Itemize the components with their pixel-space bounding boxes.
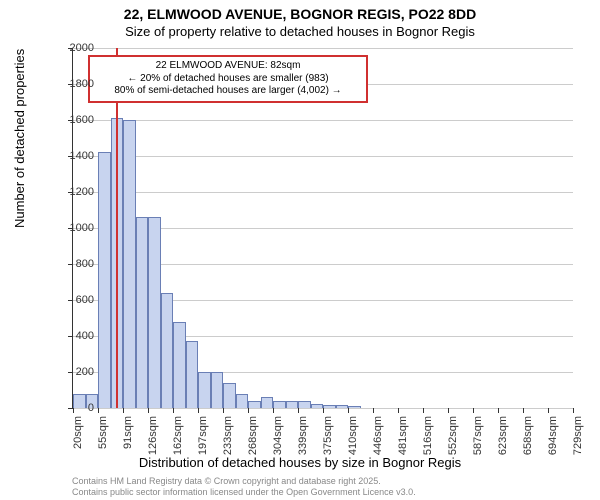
x-tick-mark [423, 408, 424, 413]
histogram-bar [123, 120, 136, 408]
x-tick-mark [173, 408, 174, 413]
histogram-bar [286, 401, 299, 408]
x-axis-label: Distribution of detached houses by size … [0, 455, 600, 470]
x-tick-label: 304sqm [272, 416, 284, 456]
x-tick-label: 55sqm [97, 416, 109, 456]
y-tick-label: 200 [54, 366, 94, 378]
x-tick-label: 694sqm [547, 416, 559, 456]
y-tick-label: 1600 [54, 114, 94, 126]
histogram-bar [298, 401, 311, 408]
x-tick-mark [373, 408, 374, 413]
x-tick-label: 20sqm [72, 416, 84, 456]
x-tick-mark [523, 408, 524, 413]
histogram-bar [223, 383, 236, 408]
x-tick-label: 481sqm [397, 416, 409, 456]
annotation-line: 80% of semi-detached houses are larger (… [96, 85, 360, 98]
x-tick-mark [273, 408, 274, 413]
y-tick-label: 0 [54, 402, 94, 414]
histogram-bar [148, 217, 161, 408]
x-tick-label: 552sqm [447, 416, 459, 456]
histogram-bar [98, 152, 111, 408]
plot-area: 22 ELMWOOD AVENUE: 82sqm← 20% of detache… [72, 48, 573, 409]
x-tick-label: 268sqm [247, 416, 259, 456]
histogram-bar [323, 405, 336, 408]
y-tick-label: 1000 [54, 222, 94, 234]
chart-title-sub: Size of property relative to detached ho… [0, 22, 600, 41]
gridline [73, 120, 573, 121]
x-tick-label: 658sqm [522, 416, 534, 456]
y-tick-label: 400 [54, 330, 94, 342]
y-tick-label: 2000 [54, 42, 94, 54]
x-tick-mark [473, 408, 474, 413]
x-tick-mark [198, 408, 199, 413]
y-tick-label: 1800 [54, 78, 94, 90]
footer-line-1: Contains HM Land Registry data © Crown c… [72, 476, 416, 487]
x-tick-label: 162sqm [172, 416, 184, 456]
histogram-bar [336, 405, 349, 408]
histogram-bar [161, 293, 174, 408]
y-tick-label: 600 [54, 294, 94, 306]
x-tick-mark [548, 408, 549, 413]
histogram-bar [198, 372, 211, 408]
x-tick-label: 233sqm [222, 416, 234, 456]
histogram-bar [211, 372, 224, 408]
x-tick-label: 410sqm [347, 416, 359, 456]
x-tick-label: 623sqm [497, 416, 509, 456]
x-tick-mark [148, 408, 149, 413]
x-tick-mark [98, 408, 99, 413]
histogram-bar [236, 394, 249, 408]
y-tick-label: 1200 [54, 186, 94, 198]
y-tick-label: 800 [54, 258, 94, 270]
x-tick-mark [348, 408, 349, 413]
x-tick-mark [323, 408, 324, 413]
x-tick-label: 339sqm [297, 416, 309, 456]
x-tick-label: 126sqm [147, 416, 159, 456]
x-tick-label: 91sqm [122, 416, 134, 456]
x-tick-label: 587sqm [472, 416, 484, 456]
x-tick-label: 446sqm [372, 416, 384, 456]
histogram-bar [248, 401, 261, 408]
gridline [73, 156, 573, 157]
x-tick-label: 197sqm [197, 416, 209, 456]
histogram-bar [348, 406, 361, 408]
histogram-bar [311, 404, 324, 408]
histogram-bar [261, 397, 274, 408]
histogram-bar [273, 401, 286, 408]
x-tick-label: 516sqm [422, 416, 434, 456]
footer-line-2: Contains public sector information licen… [72, 487, 416, 498]
x-tick-mark [448, 408, 449, 413]
annotation-box: 22 ELMWOOD AVENUE: 82sqm← 20% of detache… [88, 55, 368, 103]
gridline [73, 192, 573, 193]
chart-container: 22, ELMWOOD AVENUE, BOGNOR REGIS, PO22 8… [0, 0, 600, 500]
x-tick-mark [123, 408, 124, 413]
x-tick-label: 375sqm [322, 416, 334, 456]
histogram-bar [186, 341, 199, 408]
annotation-line: ← 20% of detached houses are smaller (98… [96, 73, 360, 86]
x-tick-label: 729sqm [572, 416, 584, 456]
y-tick-label: 1400 [54, 150, 94, 162]
attribution-footer: Contains HM Land Registry data © Crown c… [72, 476, 416, 498]
histogram-bar [136, 217, 149, 408]
annotation-line: 22 ELMWOOD AVENUE: 82sqm [96, 60, 360, 73]
y-axis-label: Number of detached properties [12, 49, 27, 228]
x-tick-mark [248, 408, 249, 413]
x-tick-mark [398, 408, 399, 413]
histogram-bar [173, 322, 186, 408]
x-tick-mark [573, 408, 574, 413]
gridline [73, 48, 573, 49]
x-tick-mark [298, 408, 299, 413]
chart-title-main: 22, ELMWOOD AVENUE, BOGNOR REGIS, PO22 8… [0, 0, 600, 22]
x-tick-mark [498, 408, 499, 413]
x-tick-mark [223, 408, 224, 413]
